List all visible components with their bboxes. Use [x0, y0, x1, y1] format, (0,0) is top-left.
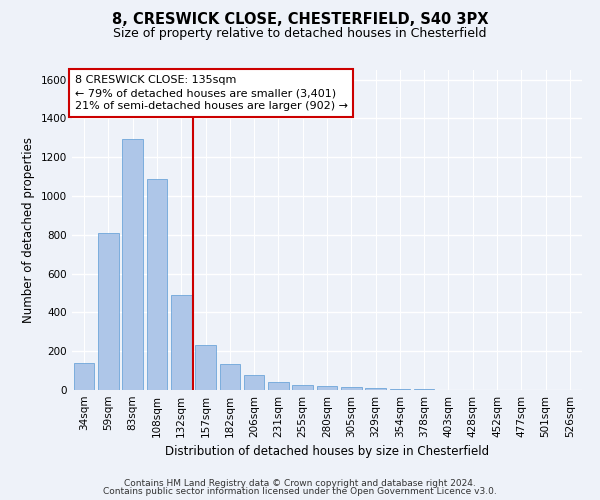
Text: 8 CRESWICK CLOSE: 135sqm
← 79% of detached houses are smaller (3,401)
21% of sem: 8 CRESWICK CLOSE: 135sqm ← 79% of detach… [74, 75, 347, 111]
Y-axis label: Number of detached properties: Number of detached properties [22, 137, 35, 323]
Text: Size of property relative to detached houses in Chesterfield: Size of property relative to detached ho… [113, 28, 487, 40]
Bar [292, 384, 313, 390]
Bar [171, 295, 191, 390]
Bar [98, 233, 119, 390]
Bar [220, 364, 240, 390]
Bar [122, 139, 143, 390]
Bar [268, 382, 289, 390]
Bar [195, 345, 216, 390]
X-axis label: Distribution of detached houses by size in Chesterfield: Distribution of detached houses by size … [165, 446, 489, 458]
Bar [341, 386, 362, 390]
Bar [365, 388, 386, 390]
Bar [74, 363, 94, 390]
Bar [146, 178, 167, 390]
Bar [389, 389, 410, 390]
Bar [244, 376, 265, 390]
Text: Contains HM Land Registry data © Crown copyright and database right 2024.: Contains HM Land Registry data © Crown c… [124, 478, 476, 488]
Bar [317, 386, 337, 390]
Text: Contains public sector information licensed under the Open Government Licence v3: Contains public sector information licen… [103, 487, 497, 496]
Text: 8, CRESWICK CLOSE, CHESTERFIELD, S40 3PX: 8, CRESWICK CLOSE, CHESTERFIELD, S40 3PX [112, 12, 488, 28]
